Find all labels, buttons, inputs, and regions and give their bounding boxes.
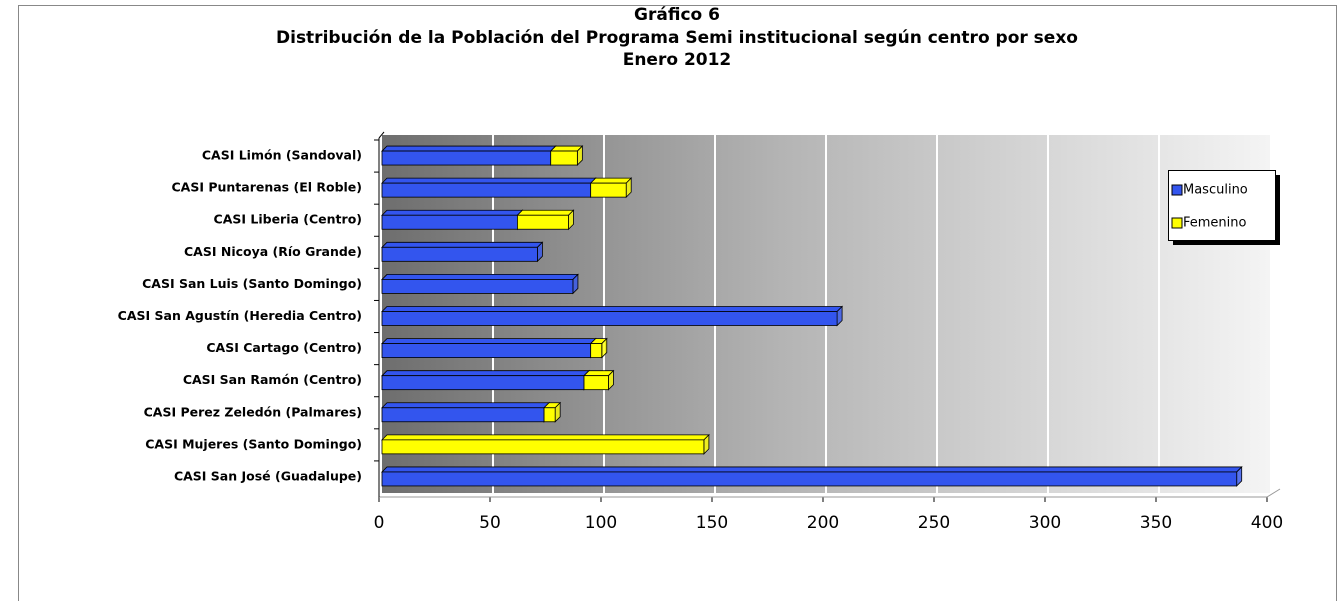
bar xyxy=(381,182,592,198)
x-tick-label: 0 xyxy=(374,513,385,533)
bar-top xyxy=(381,241,544,248)
legend-box xyxy=(1168,170,1276,241)
bar-top xyxy=(381,402,551,409)
bar xyxy=(590,343,603,358)
bar-top xyxy=(381,370,590,377)
legend-swatch xyxy=(1171,184,1183,196)
x-tick-label: 300 xyxy=(1029,513,1061,533)
bar xyxy=(381,246,538,262)
x-tick-label: 250 xyxy=(918,513,950,533)
bar xyxy=(381,279,574,294)
bar-top xyxy=(381,434,710,441)
y-axis-top xyxy=(378,131,385,139)
legend-label: Femenino xyxy=(1183,216,1247,231)
bar xyxy=(381,311,838,326)
legend: Masculino Femenino xyxy=(1168,170,1280,245)
y-tick-label: CASI Mujeres (Santo Domingo) xyxy=(145,436,362,451)
y-tick-label: CASI San Luis (Santo Domingo) xyxy=(142,276,362,291)
bar xyxy=(381,150,552,166)
bar xyxy=(543,407,556,423)
y-tick-label: CASI San Agustín (Heredia Centro) xyxy=(118,308,362,323)
x-tick-label: 50 xyxy=(479,513,501,533)
bar xyxy=(381,471,1238,487)
y-tick-label: CASI San Ramón (Centro) xyxy=(183,372,362,387)
floor xyxy=(379,488,1281,498)
bar xyxy=(381,439,705,455)
chart-subtitle: Distribución de la Población del Program… xyxy=(276,28,1078,48)
y-tick-label: CASI Perez Zeledón (Palmares) xyxy=(144,404,362,419)
bar xyxy=(381,407,545,423)
bar-top xyxy=(381,338,597,344)
x-tick-label: 350 xyxy=(1140,513,1172,533)
bar xyxy=(381,375,585,391)
y-tick-label: CASI Puntarenas (El Roble) xyxy=(171,180,362,195)
y-tick-label: CASI San José (Guadalupe) xyxy=(174,468,362,483)
bar xyxy=(590,182,627,198)
chart-title: Gráfico 6 xyxy=(634,5,720,25)
x-tick-label: 100 xyxy=(585,513,617,533)
legend-label: Masculino xyxy=(1183,183,1248,198)
bar xyxy=(517,214,569,230)
bar-top xyxy=(381,145,557,152)
bar-top xyxy=(589,177,633,184)
y-tick-label: CASI Liberia (Centro) xyxy=(214,212,362,227)
bar-top xyxy=(381,209,524,216)
bar xyxy=(381,214,518,230)
bar xyxy=(550,150,578,166)
bar-top xyxy=(516,209,575,216)
legend-swatch xyxy=(1171,217,1183,229)
bar-top xyxy=(381,274,579,280)
y-tick-label: CASI Nicoya (Río Grande) xyxy=(184,244,362,259)
chart-date: Enero 2012 xyxy=(623,50,732,70)
bar-top xyxy=(381,466,1243,473)
bar xyxy=(583,375,609,391)
y-tick-label: CASI Cartago (Centro) xyxy=(206,340,362,355)
bar-top xyxy=(381,177,597,184)
x-tick-label: 200 xyxy=(807,513,839,533)
bar-top xyxy=(381,306,844,312)
y-tick-label: CASI Limón (Sandoval) xyxy=(202,148,362,163)
bar xyxy=(381,343,592,358)
x-tick-label: 400 xyxy=(1251,513,1283,533)
x-tick-label: 150 xyxy=(696,513,728,533)
